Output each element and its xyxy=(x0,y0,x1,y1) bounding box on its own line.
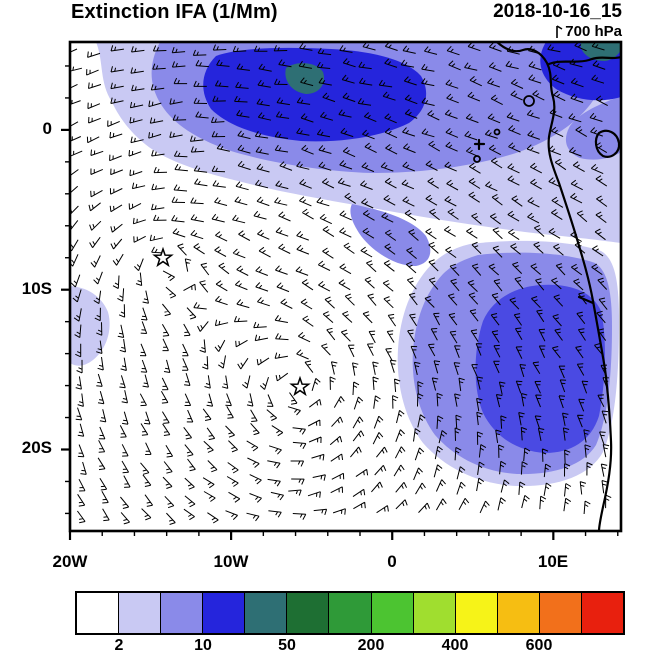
y-tick-label-10s: 10S xyxy=(21,279,52,298)
colorbar-cell xyxy=(287,593,330,633)
x-tick-label-10e: 10E xyxy=(537,552,569,571)
x-tick-label-20w: 20W xyxy=(52,552,88,571)
contour-region xyxy=(580,42,621,61)
island xyxy=(523,95,535,107)
contour-region xyxy=(203,47,427,142)
colorbar-cell xyxy=(119,593,162,633)
colorbar-tick-200: 200 xyxy=(357,637,385,654)
colorbar-cell xyxy=(77,593,120,633)
colorbar-cell xyxy=(203,593,246,633)
wind-barb-legend-icon xyxy=(556,25,563,38)
colorbar-cell xyxy=(329,593,372,633)
coastline xyxy=(473,42,621,531)
x-tick-label-0: 0 xyxy=(387,552,397,571)
level-row: 700 hPa xyxy=(551,23,622,40)
colorbar-cell xyxy=(497,593,540,633)
valid-time: 2018-10-16_15 xyxy=(493,1,622,22)
y-tick-label-20s: 20S xyxy=(21,438,52,457)
colorbar-cell xyxy=(161,593,204,633)
axis-ticks xyxy=(61,65,619,540)
colorbar-cell xyxy=(539,593,582,633)
plot-frame xyxy=(68,40,623,533)
plot-title: Extinction IFA (1/Mm) xyxy=(71,1,278,23)
contour-region xyxy=(565,96,621,160)
colorbar-cell xyxy=(455,593,498,633)
island xyxy=(493,128,501,136)
contour-region xyxy=(475,284,605,453)
colorbar-cell xyxy=(371,593,414,633)
contour-region xyxy=(285,63,325,94)
colorbar-cell xyxy=(581,593,624,633)
contour-region xyxy=(350,204,431,267)
star-marker xyxy=(152,246,174,268)
colorbar xyxy=(75,591,625,635)
star-marker xyxy=(289,375,311,397)
contour-regions xyxy=(70,42,621,487)
colorbar-tick-600: 600 xyxy=(525,637,553,654)
colorbar-tick-50: 50 xyxy=(278,637,296,654)
y-tick-label-0: 0 xyxy=(42,119,52,138)
pressure-level: 700 hPa xyxy=(565,23,622,40)
colorbar-cell xyxy=(413,593,456,633)
colorbar-cell xyxy=(245,593,288,633)
contour-region xyxy=(70,286,110,366)
colorbar-tick-10: 10 xyxy=(194,637,212,654)
map-svg xyxy=(61,40,623,540)
colorbar-tick-2: 2 xyxy=(114,637,124,654)
x-tick-label-10w: 10W xyxy=(213,552,249,571)
colorbar-tick-400: 400 xyxy=(441,637,469,654)
